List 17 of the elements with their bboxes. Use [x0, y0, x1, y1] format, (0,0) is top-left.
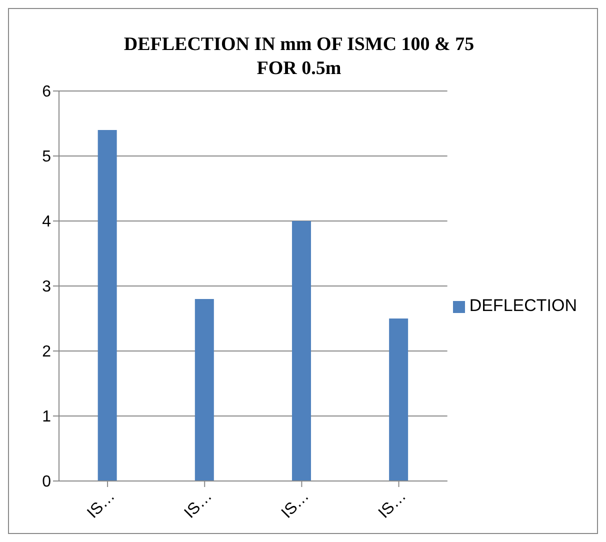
y-tick-label: 6: [42, 84, 52, 101]
x-tick-label: IS…: [278, 488, 313, 522]
x-tick-label: IS…: [181, 488, 216, 522]
y-tick-label: 4: [42, 214, 52, 231]
bar: [292, 221, 311, 481]
bar: [98, 130, 117, 481]
x-tick-label: IS…: [84, 488, 118, 522]
legend-label: DEFLECTION: [469, 296, 577, 315]
y-tick-label: 1: [42, 408, 52, 426]
y-tick-label: 0: [42, 474, 52, 491]
bar: [194, 299, 214, 481]
bar: [389, 318, 408, 481]
y-tick-label: 3: [42, 278, 52, 296]
x-tick-label: IS…: [376, 488, 410, 522]
y-tick-label: 5: [42, 148, 52, 166]
y-tick-label: 2: [42, 344, 52, 361]
chart-title: DEFLECTION IN mm OF ISMC 100 & 75 FOR 0.5m: [122, 33, 476, 81]
